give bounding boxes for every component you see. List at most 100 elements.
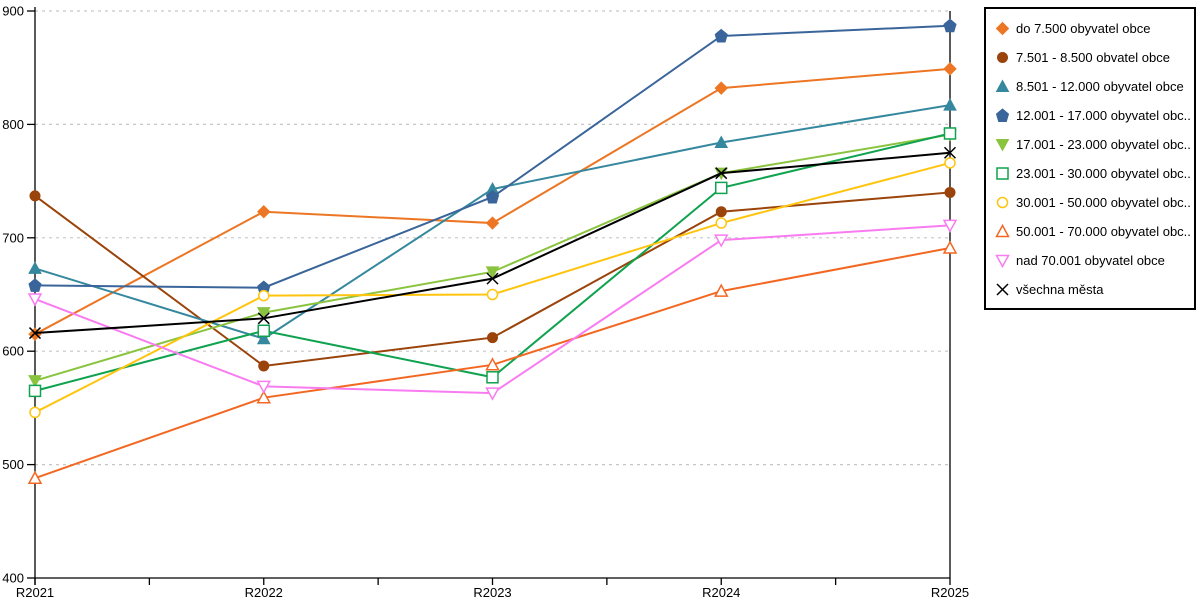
series-8 xyxy=(27,219,958,401)
legend-item-4: 17.001 - 23.000 obyvatel obc... xyxy=(995,130,1190,159)
legend-item-7: 50.001 - 70.000 obyvatel obc... xyxy=(995,217,1190,246)
legend-marker-circle-icon xyxy=(996,196,1009,209)
legend-item-6: 30.001 - 50.000 obyvatel obc... xyxy=(995,188,1190,217)
x-axis-ticks: R2021 R2022 R2023 R2024 R2025 xyxy=(16,578,969,600)
legend-marker-pentagon-icon xyxy=(995,108,1010,122)
series-1 xyxy=(29,186,956,372)
data-point-marker-triangle-down-icon xyxy=(27,293,43,307)
data-point-marker-pentagon-icon xyxy=(943,18,957,33)
legend-item-label: 23.001 - 30.000 obyvatel obc... xyxy=(1016,166,1190,181)
data-point-marker-triangle-up-icon xyxy=(713,283,729,297)
data-point-marker-triangle-down-icon xyxy=(28,375,42,388)
y-tick-label: 400 xyxy=(2,571,24,586)
data-point-marker-circle-icon xyxy=(258,360,270,372)
series-line xyxy=(34,151,951,335)
series-9 xyxy=(28,146,957,340)
legend-item-8: nad 70.001 obyvatel obce xyxy=(995,246,1190,275)
data-point-marker-pentagon-icon xyxy=(28,278,42,292)
data-point-marker-square-icon xyxy=(257,324,270,338)
legend-marker-diamond-icon xyxy=(995,21,1010,36)
gridlines xyxy=(35,10,950,466)
legend-item-label: 17.001 - 23.000 obyvatel obc... xyxy=(1016,137,1190,152)
data-point-marker-circle-icon xyxy=(715,206,727,218)
legend-marker-triangle-down-icon xyxy=(995,254,1010,268)
series-4 xyxy=(28,129,957,388)
data-point-marker-triangle-up-icon xyxy=(942,240,958,254)
legend-item-label: 7.501 - 8.500 obvatel obce xyxy=(1016,50,1170,65)
y-tick-label: 500 xyxy=(2,457,24,472)
legend-item-label: 50.001 - 70.000 obyvatel obc... xyxy=(1016,224,1190,239)
x-tick-label: R2024 xyxy=(702,585,740,600)
data-point-marker-triangle-down-icon xyxy=(713,234,729,248)
legend-item-label: nad 70.001 obyvatel obce xyxy=(1016,253,1165,268)
data-point-marker-pentagon-icon xyxy=(714,28,728,43)
data-point-marker-x-icon xyxy=(486,272,499,285)
legend-item-label: 8.501 - 12.000 obyvatel obce xyxy=(1016,79,1184,94)
data-point-marker-circle-icon xyxy=(29,406,41,419)
series-6 xyxy=(29,157,956,419)
series-2 xyxy=(28,98,957,345)
data-point-marker-triangle-down-icon xyxy=(485,387,500,401)
data-point-marker-square-icon xyxy=(28,384,42,398)
data-point-marker-diamond-icon xyxy=(714,81,728,95)
x-tick-label: R2022 xyxy=(245,585,283,600)
y-tick-label: 600 xyxy=(2,344,24,359)
legend-item-1: 7.501 - 8.500 obvatel obce xyxy=(995,43,1190,72)
data-point-marker-circle-icon xyxy=(715,217,727,229)
x-tick-label: R2021 xyxy=(16,585,54,600)
legend-item-2: 8.501 - 12.000 obyvatel obce xyxy=(995,72,1190,101)
data-point-marker-pentagon-icon xyxy=(485,189,500,204)
data-point-marker-triangle-up-icon xyxy=(28,261,42,274)
data-point-marker-triangle-up-icon xyxy=(27,470,43,484)
data-point-marker-triangle-down-icon xyxy=(485,266,500,279)
x-tick-label: R2023 xyxy=(473,585,511,600)
data-point-marker-triangle-up-icon xyxy=(714,135,729,149)
series-5 xyxy=(28,127,957,398)
data-point-marker-circle-icon xyxy=(944,157,956,169)
data-point-marker-x-icon xyxy=(28,327,42,340)
legend-marker-triangle-down-icon xyxy=(995,139,1010,152)
data-point-marker-x-icon xyxy=(943,146,957,159)
data-point-marker-circle-icon xyxy=(258,289,270,302)
data-point-marker-circle-icon xyxy=(486,288,499,301)
data-point-marker-triangle-down-icon xyxy=(256,307,271,320)
y-tick-label: 900 xyxy=(2,4,24,19)
data-point-marker-diamond-icon xyxy=(257,205,271,219)
legend-marker-triangle-up-icon xyxy=(995,224,1010,238)
series-line xyxy=(34,133,951,382)
legend-item-5: 23.001 - 30.000 obyvatel obc... xyxy=(995,159,1190,188)
data-point-marker-x-icon xyxy=(715,167,728,180)
data-point-marker-square-icon xyxy=(486,371,499,384)
data-point-marker-circle-icon xyxy=(29,190,41,202)
y-tick-label: 700 xyxy=(2,230,24,245)
legend-item-label: 30.001 - 50.000 obyvatel obc... xyxy=(1016,195,1190,210)
legend-item-label: do 7.500 obyvatel obce xyxy=(1016,21,1151,36)
legend-item-9: všechna města xyxy=(995,275,1190,304)
series-line xyxy=(34,24,951,289)
data-point-marker-diamond-icon xyxy=(943,62,957,76)
data-point-marker-triangle-down-icon xyxy=(256,380,272,394)
data-point-marker-triangle-up-icon xyxy=(256,390,272,404)
data-point-marker-triangle-up-icon xyxy=(256,331,271,345)
data-point-marker-triangle-up-icon xyxy=(485,357,500,371)
data-point-marker-triangle-down-icon xyxy=(942,219,958,233)
data-point-marker-circle-icon xyxy=(944,186,956,198)
legend-item-label: 12.001 - 17.000 obyvatel obc... xyxy=(1016,108,1190,123)
data-point-marker-x-icon xyxy=(257,312,270,325)
y-tick-label: 800 xyxy=(2,117,24,132)
data-point-marker-circle-icon xyxy=(487,332,498,344)
legend-item-3: 12.001 - 17.000 obyvatel obc... xyxy=(995,101,1190,130)
data-point-marker-diamond-icon xyxy=(28,327,42,341)
legend-marker-x-icon xyxy=(996,283,1009,296)
data-point-marker-diamond-icon xyxy=(485,216,500,230)
series-0 xyxy=(28,62,957,341)
legend-item-label: všechna města xyxy=(1016,282,1104,297)
y-axis-ticks: 400 500 600 700 800 900 xyxy=(2,4,35,586)
legend-marker-triangle-up-icon xyxy=(995,79,1010,92)
data-point-marker-square-icon xyxy=(715,181,728,195)
x-tick-label: R2025 xyxy=(931,585,969,600)
data-point-marker-square-icon xyxy=(943,127,957,140)
chart-legend: do 7.500 obyvatel obce 7.501 - 8.500 obva… xyxy=(984,7,1196,310)
